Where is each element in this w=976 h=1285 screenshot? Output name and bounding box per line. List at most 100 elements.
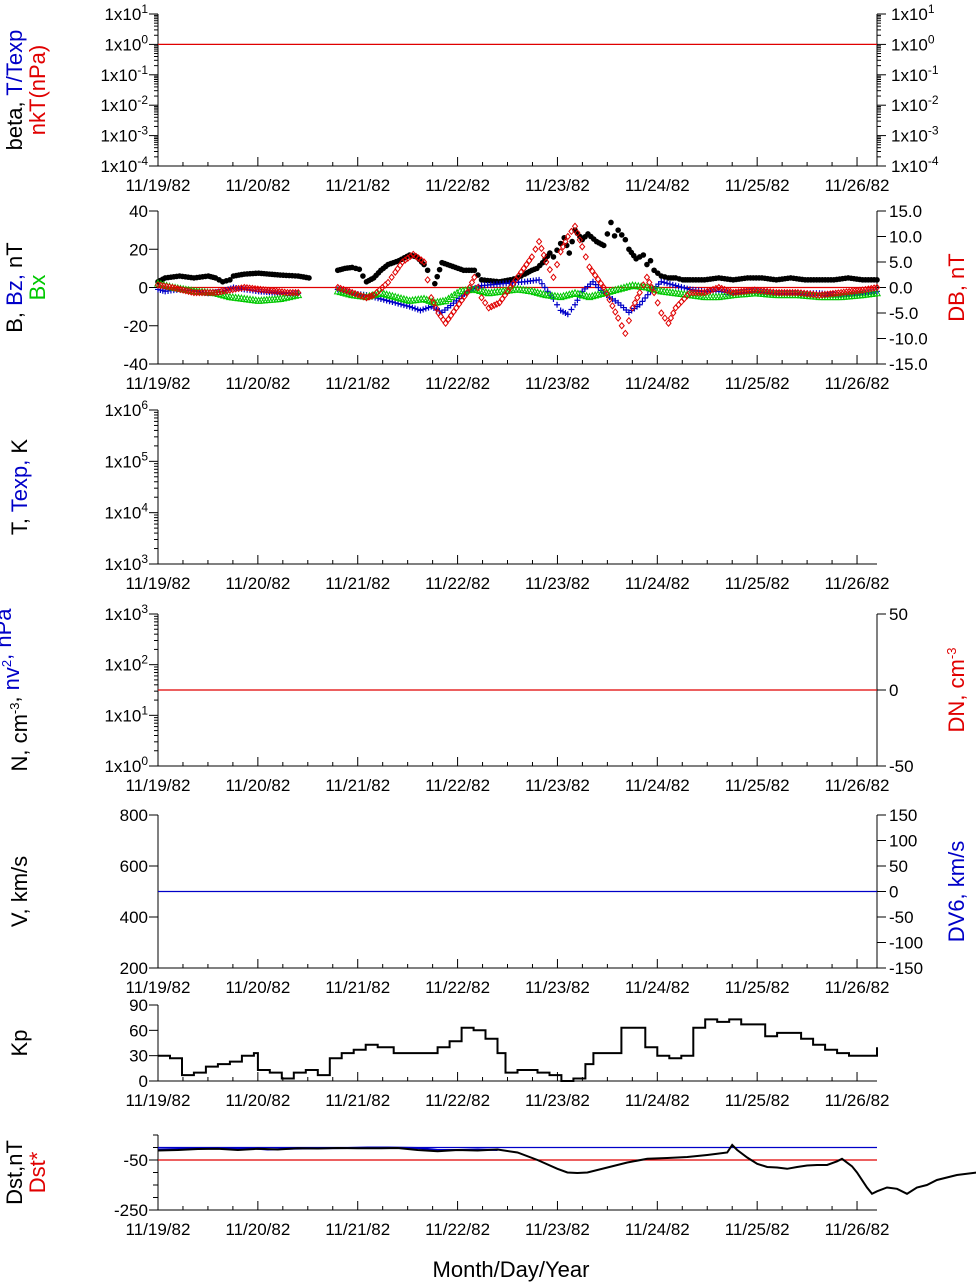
Bx-point <box>444 294 453 302</box>
DB-point <box>363 293 370 302</box>
Bz-point <box>406 303 413 310</box>
DB-point <box>735 288 742 296</box>
x-tick-label: 11/19/82 <box>126 978 191 997</box>
Bz-point <box>658 278 665 285</box>
Bx-point <box>596 289 605 298</box>
DB-point <box>418 256 425 264</box>
x-tick-label: 11/21/82 <box>325 374 390 393</box>
right-y-tick-label: -50 <box>889 908 914 927</box>
x-tick-label: 11/20/82 <box>225 574 290 593</box>
B-point <box>306 275 312 281</box>
right-y-tick-label: 1x10-1 <box>891 63 939 85</box>
DB-point <box>532 245 539 254</box>
right-y-tick-label: 0 <box>889 681 898 700</box>
Bz-point <box>412 305 419 312</box>
B-point <box>647 257 654 264</box>
DB-point <box>568 227 575 236</box>
y-tick-label: 1x105 <box>104 449 148 471</box>
x-tick-label: 11/21/82 <box>325 574 390 593</box>
DB-point <box>631 299 639 307</box>
DB-point <box>622 329 629 338</box>
x-tick-label: 11/23/82 <box>525 1091 590 1110</box>
Bx-point <box>625 281 634 290</box>
x-tick-label: 11/24/82 <box>625 176 690 195</box>
DB-point <box>223 286 231 295</box>
DB-point <box>571 222 579 231</box>
y-tick-label: 0 <box>139 1072 148 1091</box>
DB-point <box>496 299 503 307</box>
series-line <box>158 1018 878 1082</box>
DB-point <box>732 288 740 297</box>
DB-point <box>748 286 756 295</box>
Bz-point <box>409 304 416 311</box>
DB-point <box>670 309 677 317</box>
DB-point <box>730 288 737 297</box>
Bz-point <box>639 298 646 305</box>
DB-point <box>618 321 625 330</box>
x-tick-label: 11/25/82 <box>725 574 790 593</box>
left-axis-label: V, km/s <box>7 856 32 927</box>
y-tick-label: -250 <box>114 1201 148 1220</box>
left-axis-label: beta, T/Texp <box>2 30 27 151</box>
DB-point <box>594 275 602 284</box>
x-tick-label: 11/22/82 <box>425 1091 490 1110</box>
Bz-point <box>574 297 581 304</box>
DB-point <box>215 288 222 296</box>
x-tick-label: 11/23/82 <box>525 574 590 593</box>
DB-point <box>442 319 449 327</box>
DB-point <box>848 287 855 296</box>
DB-point <box>226 286 234 294</box>
Bx-point <box>441 296 450 304</box>
DB-point <box>559 242 567 251</box>
y-tick-label: 400 <box>120 908 148 927</box>
DB-point <box>827 290 834 298</box>
B-point <box>550 254 557 260</box>
DB-point <box>843 288 850 296</box>
DB-point <box>646 278 653 287</box>
DB-point <box>440 316 447 324</box>
DB-point <box>365 293 373 301</box>
right-y-tick-label: -50 <box>889 757 914 776</box>
DB-point <box>856 286 864 295</box>
Bz-point <box>554 301 561 308</box>
Bx-point <box>591 290 600 299</box>
DB-point <box>712 284 720 293</box>
Bx-point <box>619 283 628 291</box>
B-point <box>227 277 233 283</box>
DB-point <box>709 285 717 294</box>
y-tick-label: 1x100 <box>104 32 148 54</box>
y-tick-label: 1x102 <box>104 653 148 675</box>
x-tick-label: 11/23/82 <box>525 176 590 195</box>
DB-point <box>845 287 853 296</box>
Bx-point <box>622 282 631 291</box>
x-tick-label: 11/21/82 <box>325 978 390 997</box>
panel-velocity: 11/19/82 11/20/82 11/21/82 11/22/82 11/23/82… <box>7 806 969 997</box>
DB-point <box>612 308 619 316</box>
DB-point <box>493 300 500 308</box>
B-point <box>432 280 438 287</box>
x-tick-label: 11/19/82 <box>126 176 191 195</box>
DB-point <box>466 283 473 292</box>
DB-point <box>455 300 463 308</box>
DB-point <box>218 287 225 296</box>
Bz-point <box>636 301 643 308</box>
DB-point <box>488 302 495 311</box>
DB-point <box>229 285 236 294</box>
x-tick-label: 11/24/82 <box>625 374 690 393</box>
right-y-tick-label: 0 <box>889 883 898 902</box>
B-point <box>622 236 629 243</box>
Bx-point <box>593 290 603 298</box>
DB-point <box>819 291 826 299</box>
DB-point <box>665 319 672 327</box>
B-point <box>569 238 575 245</box>
y-tick-label: 40 <box>129 202 148 221</box>
DB-point <box>543 258 550 266</box>
DB-point <box>854 286 861 295</box>
x-tick-label: 11/25/82 <box>725 776 790 795</box>
panel-density: 11/19/82 11/20/82 11/21/82 11/22/82 11/23/82… <box>0 602 969 795</box>
Bz-point <box>595 284 602 291</box>
DB-point <box>738 287 745 296</box>
x-tick-label: 11/26/82 <box>825 374 890 393</box>
DB-point <box>478 293 485 302</box>
